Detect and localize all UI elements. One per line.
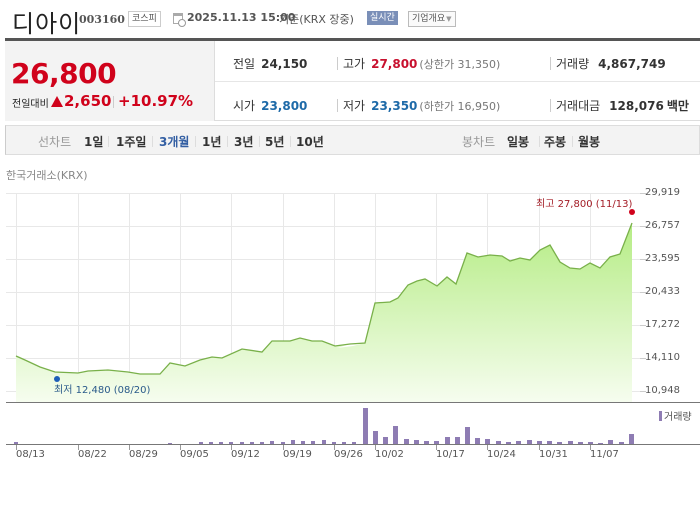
divider [337, 99, 338, 112]
volume-swatch-icon [659, 411, 662, 421]
chevron-down-icon: ▼ [446, 15, 452, 23]
y-tick-label: 14,110 [645, 352, 680, 363]
x-tick-label: 09/19 [283, 449, 312, 460]
up-triangle-icon [51, 96, 63, 107]
y-tick-label: 26,757 [645, 220, 680, 231]
quote-datetime: 2025.11.13 15:00 [187, 11, 296, 24]
y-tick-label: 10,948 [645, 385, 680, 396]
trade-value: 거래대금 128,076 백만 [556, 97, 689, 114]
period-10y[interactable]: 10년 [296, 135, 324, 149]
prev-close-label: 전일 [233, 57, 256, 71]
divider [337, 57, 338, 70]
volume-label: 거래량 [556, 57, 590, 71]
upper-limit: (상한가 31,350) [419, 58, 501, 71]
candle-chart-label: 봉차트 [462, 135, 496, 149]
high-price: 고가 27,800 (상한가 31,350) [343, 55, 500, 72]
x-tick-label: 09/05 [180, 449, 209, 460]
open-value: 23,800 [261, 99, 308, 113]
y-tick-label: 20,433 [645, 286, 680, 297]
prev-close: 전일 24,150 [233, 55, 307, 72]
divider [539, 136, 540, 147]
divider [259, 136, 260, 147]
change-label: 전일대비 [12, 99, 49, 110]
x-tick-label: 11/07 [590, 449, 619, 460]
change-percent: +10.97% [118, 92, 194, 110]
period-1y[interactable]: 1년 [202, 135, 222, 149]
realtime-badge[interactable]: 실시간 [367, 11, 398, 25]
company-name: 디아이 [12, 10, 82, 38]
prev-close-value: 24,150 [261, 57, 308, 71]
divider [572, 136, 573, 147]
change-value: 2,650 [51, 92, 111, 110]
company-info-label: 기업개요 [412, 14, 446, 24]
period-5y[interactable]: 5년 [265, 135, 285, 149]
line-chart-label: 선차트 [38, 135, 72, 149]
current-price: 26,800 [11, 57, 117, 90]
candle-daily[interactable]: 일봉 [507, 135, 530, 149]
x-tick-label: 08/29 [129, 449, 158, 460]
row-divider [215, 81, 700, 82]
y-tick-label: 29,919 [645, 187, 680, 198]
high-value: 27,800 [371, 57, 418, 71]
chart-period-bar: 선차트 1일 1주일 3개월 1년 3년 5년 10년 봉차트 일봉 주봉 월봉 [5, 125, 700, 155]
quote-basis: 기준(KRX 장중) [279, 13, 354, 26]
calendar-clock-icon [173, 13, 186, 27]
x-tick-label: 10/17 [436, 449, 465, 460]
volume-bars [14, 408, 634, 444]
volume: 거래량 4,867,749 [556, 55, 666, 72]
y-tick-marks [640, 193, 646, 392]
high-annotation: 최고 27,800 (11/13) [536, 199, 633, 210]
x-tick-label: 10/24 [487, 449, 516, 460]
lower-limit: (하한가 16,950) [419, 100, 501, 113]
price-area [16, 223, 632, 402]
change-amount: 2,650 [64, 92, 112, 110]
candle-weekly[interactable]: 주봉 [544, 135, 567, 149]
period-1d[interactable]: 1일 [84, 135, 104, 149]
price-summary: 26,800 전일대비 2,650 +10.97% 전일 24,150 고가 27,… [5, 38, 700, 121]
divider [550, 57, 551, 70]
trade-value-label: 거래대금 [556, 99, 601, 113]
period-3m[interactable]: 3개월 [159, 135, 190, 149]
open-price: 시가 23,800 [233, 97, 307, 114]
low-annotation: 최저 12,480 (08/20) [54, 385, 151, 396]
low-label: 저가 [343, 99, 366, 113]
divider [113, 96, 114, 108]
low-value: 23,350 [371, 99, 418, 113]
trade-value-amount: 128,076 [609, 99, 664, 113]
divider [195, 136, 196, 147]
candle-monthly[interactable]: 월봉 [578, 135, 601, 149]
divider [108, 136, 109, 147]
trade-value-unit: 백만 [666, 99, 689, 113]
x-tick-marks [16, 445, 591, 450]
x-tick-label: 08/13 [16, 449, 45, 460]
x-tick-label: 09/12 [231, 449, 260, 460]
volume-legend: 거래량 [659, 408, 692, 423]
low-marker [54, 376, 60, 382]
open-label: 시가 [233, 99, 256, 113]
y-tick-label: 17,272 [645, 319, 680, 330]
volume-legend-label: 거래량 [664, 412, 692, 423]
x-tick-label: 09/26 [334, 449, 363, 460]
x-tick-label: 10/02 [375, 449, 404, 460]
company-info-button[interactable]: 기업개요▼ [408, 11, 456, 27]
high-marker [629, 209, 635, 215]
period-1w[interactable]: 1주일 [116, 135, 147, 149]
market-tag: 코스피 [128, 11, 161, 27]
x-tick-label: 10/31 [539, 449, 568, 460]
stock-code: 003160 [79, 13, 125, 26]
high-label: 고가 [343, 57, 366, 71]
divider [227, 136, 228, 147]
period-3y[interactable]: 3년 [234, 135, 254, 149]
divider [550, 99, 551, 112]
divider [290, 136, 291, 147]
exchange-label: 한국거래소(KRX) [6, 169, 88, 182]
divider [152, 136, 153, 147]
current-price-box: 26,800 전일대비 2,650 +10.97% [5, 41, 215, 121]
price-line [15, 222, 633, 375]
y-tick-label: 23,595 [645, 253, 680, 264]
volume-value: 4,867,749 [598, 57, 666, 71]
low-price: 저가 23,350 (하한가 16,950) [343, 97, 500, 114]
x-tick-label: 08/22 [78, 449, 107, 460]
